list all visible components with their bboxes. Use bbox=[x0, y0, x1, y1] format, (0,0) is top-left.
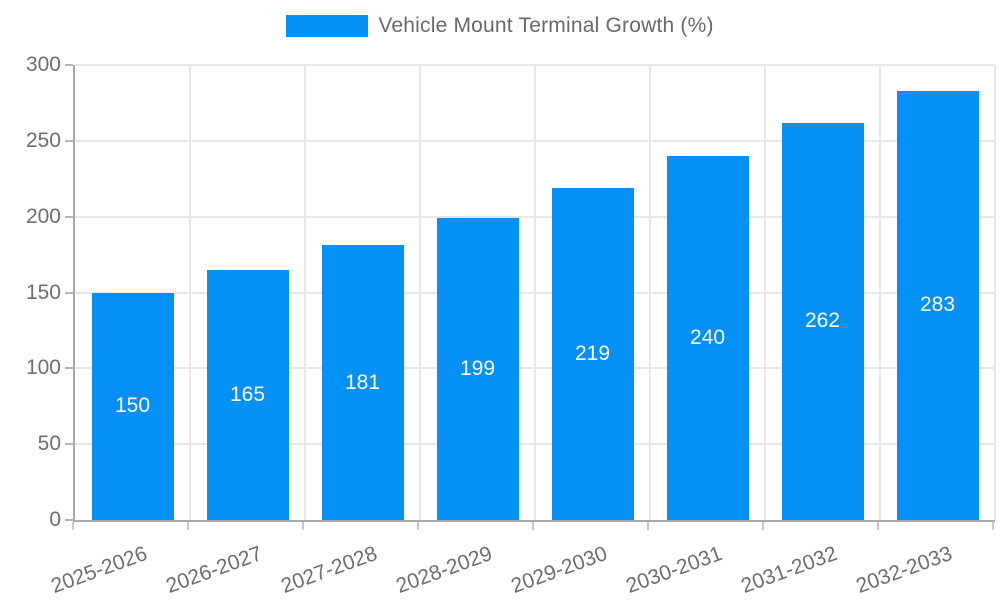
bar-value-label: 181 bbox=[344, 370, 381, 394]
bar-2027-2028: 181 bbox=[321, 245, 404, 520]
x-axis-tick bbox=[992, 522, 994, 530]
bar-value-label: 150 bbox=[114, 394, 151, 418]
bar-2026-2027: 165 bbox=[206, 269, 289, 520]
y-axis-tick bbox=[65, 139, 73, 142]
bar-value-label: 219 bbox=[574, 341, 611, 365]
plot-area: 150 165 181 199 219 240 262 283 bbox=[73, 64, 996, 522]
y-axis-label: 200 bbox=[25, 204, 61, 228]
x-axis-label: 2026-2027 bbox=[163, 542, 266, 598]
bar-value-label: 165 bbox=[229, 382, 266, 406]
x-axis-label: 2031-2032 bbox=[738, 542, 841, 598]
x-axis-tick bbox=[187, 522, 189, 530]
x-axis-label: 2032-2033 bbox=[853, 542, 956, 598]
y-axis-tick bbox=[65, 291, 73, 294]
gridline-vertical bbox=[534, 65, 536, 520]
x-axis-label: 2030-2031 bbox=[623, 542, 726, 598]
y-axis-tick bbox=[65, 519, 73, 521]
x-axis-tick bbox=[532, 522, 534, 530]
gridline-vertical bbox=[649, 65, 651, 520]
gridline-vertical bbox=[764, 65, 766, 520]
x-axis-tick bbox=[877, 522, 879, 530]
y-axis-label: 150 bbox=[25, 280, 61, 304]
y-axis-tick bbox=[65, 367, 73, 370]
x-axis-tick bbox=[72, 522, 74, 530]
y-axis-label: 50 bbox=[37, 432, 61, 456]
bar-2031-2032: 262 bbox=[781, 122, 864, 520]
x-axis-label: 2027-2028 bbox=[278, 542, 381, 598]
y-axis-label: 300 bbox=[25, 53, 61, 76]
y-axis-label: 0 bbox=[49, 508, 61, 531]
bar-value-label: 199 bbox=[459, 357, 496, 381]
bar-2032-2033: 283 bbox=[896, 90, 979, 520]
legend-label: Vehicle Mount Terminal Growth (%) bbox=[378, 14, 714, 37]
bar-value-label: 283 bbox=[919, 293, 956, 317]
bar-2030-2031: 240 bbox=[666, 156, 749, 520]
bar-2028-2029: 199 bbox=[436, 218, 519, 520]
gridline-vertical bbox=[304, 65, 306, 520]
x-axis-label: 2028-2029 bbox=[393, 542, 496, 598]
y-axis-label: 250 bbox=[25, 128, 61, 152]
gridline-vertical bbox=[189, 65, 191, 520]
chart-legend[interactable]: Vehicle Mount Terminal Growth (%) bbox=[0, 14, 1000, 38]
bar-2025-2026: 150 bbox=[91, 292, 174, 520]
x-axis-label: 2025-2026 bbox=[48, 542, 151, 598]
y-axis-label: 100 bbox=[25, 356, 61, 380]
x-axis-tick bbox=[417, 522, 419, 530]
gridline-vertical bbox=[879, 65, 881, 520]
gridline-vertical bbox=[419, 65, 421, 520]
y-axis-tick bbox=[65, 443, 73, 446]
x-axis-tick bbox=[302, 522, 304, 530]
gridline-vertical bbox=[994, 65, 996, 520]
x-axis-tick bbox=[647, 522, 649, 530]
bar-2029-2030: 219 bbox=[551, 187, 634, 520]
bar-value-label: 240 bbox=[689, 326, 726, 349]
legend-swatch bbox=[286, 15, 369, 37]
y-axis-tick bbox=[65, 215, 73, 218]
x-axis-tick bbox=[762, 522, 764, 530]
x-axis-label: 2029-2030 bbox=[508, 542, 611, 598]
bar-value-label: 262 bbox=[804, 309, 841, 333]
y-axis-tick bbox=[65, 64, 73, 66]
